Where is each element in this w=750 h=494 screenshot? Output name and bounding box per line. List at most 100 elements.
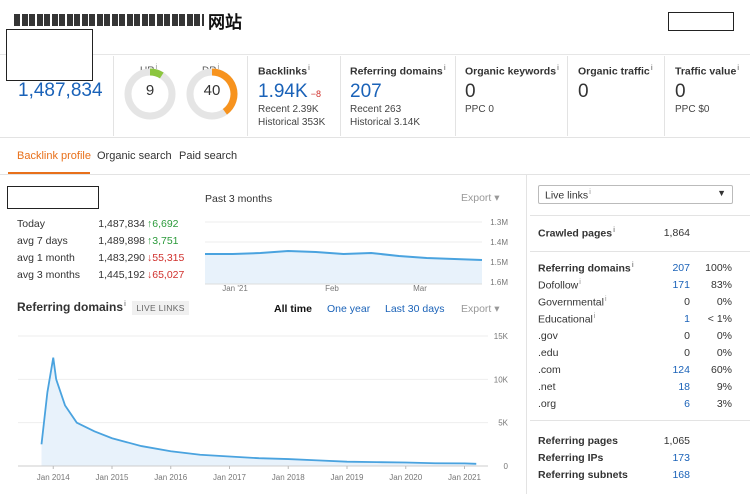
refdomains-value[interactable]: 207 <box>350 80 382 102</box>
sidebar-refdomain-percent: 0% <box>716 347 732 359</box>
sidebar-bottom-label: Referring pages <box>538 435 618 447</box>
refdomains-metric: Referring domainsi 207 Recent 263 Histor… <box>350 65 455 129</box>
sidebar-refdomain-row: Referring domainsi 207 100% <box>538 262 734 278</box>
small-chart-line <box>205 249 483 261</box>
tab-backlink-profile[interactable]: Backlink profile <box>17 150 91 162</box>
refdomains-chart-x-tick: Jan 2017 <box>213 473 246 482</box>
sidebar-bottom-label: Referring subnets <box>538 469 628 481</box>
sidebar-refdomain-percent: 0% <box>716 296 732 308</box>
crawled-pages-row: Crawled pagesi 1,864 <box>538 227 690 240</box>
sidebar-refdomain-row: Educationali 1 < 1% <box>538 313 734 329</box>
stats-change: ↓55,315 <box>147 252 185 264</box>
refdomains-chart-y-tick: 10K <box>494 375 509 384</box>
stats-row: avg 7 days 1,489,898 ↑3,751 <box>17 235 192 249</box>
sidebar-refdomain-value[interactable]: 1 <box>684 313 690 325</box>
sidebar-refdomain-value[interactable]: 207 <box>672 262 690 274</box>
range-last-30-days[interactable]: Last 30 days <box>385 303 445 315</box>
small-chart-y-tick: 1.5M <box>490 258 508 267</box>
organic-traffic-title: Organic traffici <box>578 65 653 78</box>
small-chart-y-tick: 1.3M <box>490 218 508 227</box>
stats-label: avg 3 months <box>17 269 81 281</box>
live-links-select[interactable]: Live linksi ▼ <box>538 185 733 204</box>
organic-traffic-metric: Organic traffici 0 <box>578 65 660 103</box>
stats-label: avg 7 days <box>17 235 68 247</box>
backlinks-recent: Recent 2.39K <box>258 103 319 115</box>
ur-value: 9 <box>145 82 155 99</box>
refdomains-historical: Historical 3.14K <box>350 116 421 128</box>
small-chart-export[interactable]: Export ▾ <box>461 192 500 204</box>
traffic-value-metric: Traffic valuei 0 PPC $0 <box>675 65 747 116</box>
sidebar-refdomain-value[interactable]: 6 <box>684 398 690 410</box>
sidebar-refdomain-percent: 60% <box>710 364 732 376</box>
stats-change: ↑6,692 <box>147 218 179 230</box>
sidebar-refdomain-row: Dofollowi 171 83% <box>538 279 734 295</box>
backlinks-historical: Historical 353K <box>258 116 326 128</box>
organic-keywords-metric: Organic keywordsi 0 PPC 0 <box>465 65 565 116</box>
page-title-area: 网站 <box>12 8 247 32</box>
sidebar-refdomain-percent: 83% <box>710 279 732 291</box>
backlinks-title: Backlinksi <box>258 65 310 78</box>
refdomains-chart-line <box>40 357 477 465</box>
ur-ring <box>124 68 176 120</box>
dr-value: 40 <box>203 82 221 99</box>
stats-change: ↑3,751 <box>147 235 179 247</box>
tab-active-underline <box>8 172 90 174</box>
refdomains-chart-y-tick: 0 <box>504 462 509 471</box>
refdomains-chart-x-tick: Jan 2014 <box>37 473 70 482</box>
sidebar-bottom-row: Referring IPs 173 <box>538 452 734 468</box>
sidebar-refdomain-value[interactable]: 18 <box>678 381 690 393</box>
backlinks-metric: Backlinksi 1.94K −8 Recent 2.39K Histori… <box>258 65 340 129</box>
refdomains-chart-x-tick: Jan 2015 <box>96 473 129 482</box>
dr-gauge: DRi 40 <box>182 62 242 122</box>
tab-paid-search[interactable]: Paid search <box>179 150 238 162</box>
sidebar-refdomain-label: .com <box>538 364 561 376</box>
range-all-time[interactable]: All time <box>274 303 312 315</box>
sidebar-refdomain-row: .net 18 9% <box>538 381 734 397</box>
chevron-down-icon: ▼ <box>717 188 726 198</box>
sidebar-refdomain-percent: 3% <box>716 398 732 410</box>
sidebar-bottom-value: 1,065 <box>663 435 690 447</box>
backlinks-value[interactable]: 1.94K <box>258 80 308 102</box>
stats-row: avg 1 month 1,483,290 ↓55,315 <box>17 252 192 266</box>
domain-metric-value: 1,487,834 <box>18 80 103 101</box>
sidebar-refdomain-label: Educationali <box>538 313 596 326</box>
tab-organic-search[interactable]: Organic search <box>97 150 172 162</box>
small-chart-area <box>205 251 482 284</box>
stats-label: avg 1 month <box>17 252 75 264</box>
sidebar-bottom-value[interactable]: 173 <box>672 452 690 464</box>
small-chart-x-tick: Feb <box>325 284 339 292</box>
refdomains-chart-area <box>41 357 477 466</box>
traffic-value-ppc: PPC $0 <box>675 103 710 115</box>
stats-value: 1,489,898 <box>98 235 145 247</box>
sidebar-refdomain-label: .org <box>538 398 557 410</box>
sidebar-refdomain-row: .org 6 3% <box>538 398 734 414</box>
sidebar-refdomain-label: Dofollowi <box>538 279 581 292</box>
sidebar-bottom-row: Referring pages 1,065 <box>538 435 734 451</box>
sidebar-bottom-row: Referring subnets 168 <box>538 469 734 485</box>
dr-arc <box>211 68 238 115</box>
sidebar-refdomain-value[interactable]: 171 <box>672 279 690 291</box>
sidebar-refdomain-value: 0 <box>684 330 690 342</box>
small-chart-x-tick: Jan '21 <box>222 284 248 292</box>
tabs-bar <box>0 138 750 174</box>
small-chart-y-tick: 1.6M <box>490 278 508 287</box>
organic-keywords-value: 0 <box>465 80 476 102</box>
range-one-year[interactable]: One year <box>327 303 371 315</box>
sidebar-refdomain-value: 0 <box>684 347 690 359</box>
traffic-value-title: Traffic valuei <box>675 65 740 78</box>
page-title: 网站 <box>208 13 242 32</box>
backlinks-delta: −8 <box>310 88 321 99</box>
traffic-value-value: 0 <box>675 80 686 102</box>
refdomains-export[interactable]: Export ▾ <box>461 303 500 315</box>
refdomains-chart-x-tick: Jan 2018 <box>272 473 305 482</box>
sidebar-bottom-value[interactable]: 168 <box>672 469 690 481</box>
sidebar-refdomain-row: Governmentali 0 0% <box>538 296 734 312</box>
refdomains-chart-x-tick: Jan 2021 <box>448 473 481 482</box>
small-chart-x-tick: Mar <box>413 284 427 292</box>
stats-row: avg 3 months 1,445,192 ↓65,027 <box>17 269 192 283</box>
redacted-box-section <box>7 186 99 209</box>
redacted-box-top-right <box>668 12 734 31</box>
ur-gauge: URi 9 <box>120 62 180 122</box>
sidebar-refdomain-label: Governmentali <box>538 296 607 309</box>
sidebar-refdomain-value[interactable]: 124 <box>672 364 690 376</box>
